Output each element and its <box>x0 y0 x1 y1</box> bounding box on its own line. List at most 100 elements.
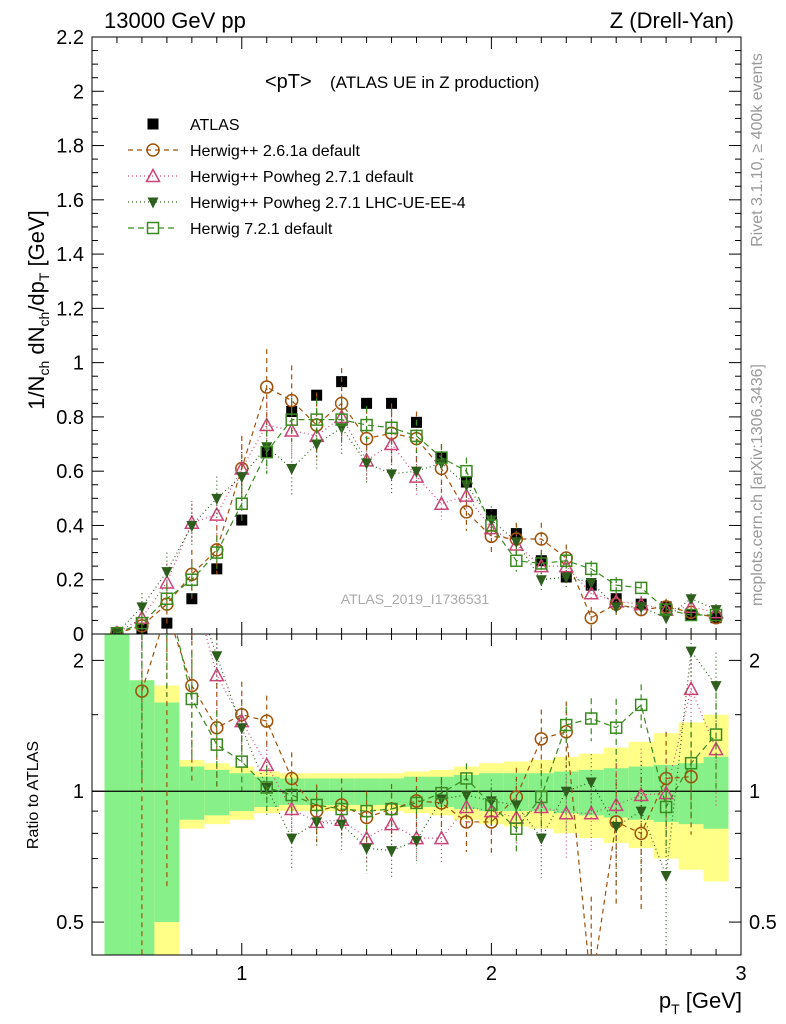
series-1-point <box>359 431 374 446</box>
series-4-point <box>659 603 673 616</box>
series-4-ratio-point <box>385 802 398 816</box>
collision-label: 13000 GeV pp <box>104 8 246 33</box>
y-tick-label: 0.6 <box>56 461 84 483</box>
series-4-ratio-point <box>360 804 373 818</box>
series-4-ratio-point <box>584 712 598 725</box>
series-4-point <box>684 608 698 622</box>
series-1-ratio-point <box>359 810 374 825</box>
series-2-ratio-point <box>458 798 475 814</box>
series-4-point <box>210 546 224 559</box>
series-2-ratio-point <box>283 800 300 816</box>
series-ratio <box>135 483 724 955</box>
x-tick-label: 2 <box>486 963 497 985</box>
series-3-point <box>585 577 597 589</box>
series-4-ratio-point <box>510 822 523 835</box>
series-4-ratio-point <box>609 721 623 734</box>
series-4-point <box>410 429 423 443</box>
ratio-tick-label-right: 0.5 <box>749 912 777 934</box>
legend-label: ATLAS <box>190 117 240 134</box>
series-3-ratio-point <box>710 681 722 693</box>
series-2-ratio-point <box>209 667 225 682</box>
series-2-ratio-point <box>583 805 599 820</box>
series-3-point <box>685 594 697 606</box>
series-4-point <box>634 581 648 595</box>
series-3-ratio-point <box>136 545 147 556</box>
series-4-ratio-point <box>260 781 273 794</box>
legend-marker <box>147 197 159 209</box>
series-3-ratio-point <box>211 651 223 663</box>
y-tick-label: 0 <box>73 624 84 646</box>
legend-label: Herwig++ Powheg 2.7.1 LHC-UE-EE-4 <box>190 195 466 212</box>
series-3-ratio-point <box>685 646 697 658</box>
series-3-point <box>510 537 522 549</box>
series-4-point <box>335 413 348 426</box>
series-2-point <box>583 585 599 600</box>
series-3-point <box>236 472 248 484</box>
series-2-point <box>483 520 500 535</box>
series-4-point <box>460 464 473 478</box>
series-2-ratio-point <box>658 785 674 800</box>
band-inner <box>104 634 130 955</box>
process-label: Z (Drell-Yan) <box>610 8 734 33</box>
series-3-point <box>311 439 323 451</box>
series-4-ratio-point <box>235 755 249 768</box>
series-3-ratio-point <box>535 833 547 845</box>
series-2-point <box>458 487 475 502</box>
main-panel: 0 0.2 0.4 0.6 0.8 1 1.2 1.4 1.6 1.8 2 2.2 <box>56 27 742 955</box>
series-1-ratio-point <box>185 678 199 693</box>
series-4-point <box>360 418 373 432</box>
band-inner <box>578 769 604 816</box>
series-3-point <box>386 469 398 481</box>
plot-title: <pT> <box>265 71 312 93</box>
y-tick-label: 1.8 <box>56 136 84 158</box>
x-tick-label: 1 <box>236 963 247 985</box>
series-3-ratio-point <box>660 870 672 882</box>
series-3-point <box>286 463 298 475</box>
series-4-ratio-point <box>335 802 348 816</box>
series-1-ratio-point <box>534 732 549 746</box>
series-4-ratio-line <box>176 634 717 830</box>
series-4-point <box>160 592 174 605</box>
series-1-point <box>534 532 549 546</box>
series-4-ratio-point <box>185 692 199 706</box>
legend-label: Herwig 7.2.1 default <box>190 221 333 238</box>
series-3-point <box>460 480 472 492</box>
series-3-point <box>161 567 173 579</box>
series-1-point <box>259 380 274 394</box>
series-4-point <box>560 554 573 567</box>
band-inner <box>179 766 205 820</box>
series-4-point <box>584 562 598 576</box>
y-axis-label: 1/Nch dNch/dpT [GeV] <box>24 210 52 410</box>
ratio-tick-label: 1 <box>73 781 84 803</box>
series-1-point <box>459 505 474 519</box>
mcplots-label: mcplots.cern.ch [arXiv:1306.3436] <box>749 364 766 606</box>
series-3-ratio-point <box>286 833 298 845</box>
ratio-panel: 1 2 3 0.5 0.5 1 1 2 2 <box>56 483 777 985</box>
ratio-y-axis-label: Ratio to ATLAS <box>25 741 42 849</box>
legend: ATLAS Herwig++ 2.6.1a default Herwig++ Pow… <box>128 117 466 238</box>
series-4-point <box>135 616 149 630</box>
series-4-line <box>116 419 717 634</box>
legend-label: Herwig++ 2.6.1a default <box>190 143 360 160</box>
ratio-frame <box>91 633 742 956</box>
series-3-ratio-point <box>610 821 622 833</box>
series-2-ratio-point <box>683 680 699 696</box>
rivet-version-label: Rivet 3.1.10, ≥ 400k events <box>749 53 766 247</box>
series-3-ratio-point <box>161 483 172 494</box>
series-2-ratio-point <box>160 509 173 521</box>
legend-marker <box>146 143 160 157</box>
series-4-ratio-point <box>659 800 673 814</box>
series-1-ratio-point <box>259 714 274 728</box>
legend-label: Herwig++ Powheg 2.7.1 default <box>190 169 414 186</box>
series-3-ratio-point <box>236 723 248 735</box>
series-3-point <box>411 466 422 478</box>
ratio-tick-label: 2 <box>73 650 84 672</box>
series-4-point <box>235 497 249 510</box>
series-4-ratio-point <box>709 728 723 741</box>
series-2-ratio-line <box>204 634 717 839</box>
y-tick-label: 1 <box>73 353 84 375</box>
series-4-point <box>285 413 298 426</box>
series-2-point <box>383 435 400 451</box>
series-4-point <box>185 573 199 586</box>
